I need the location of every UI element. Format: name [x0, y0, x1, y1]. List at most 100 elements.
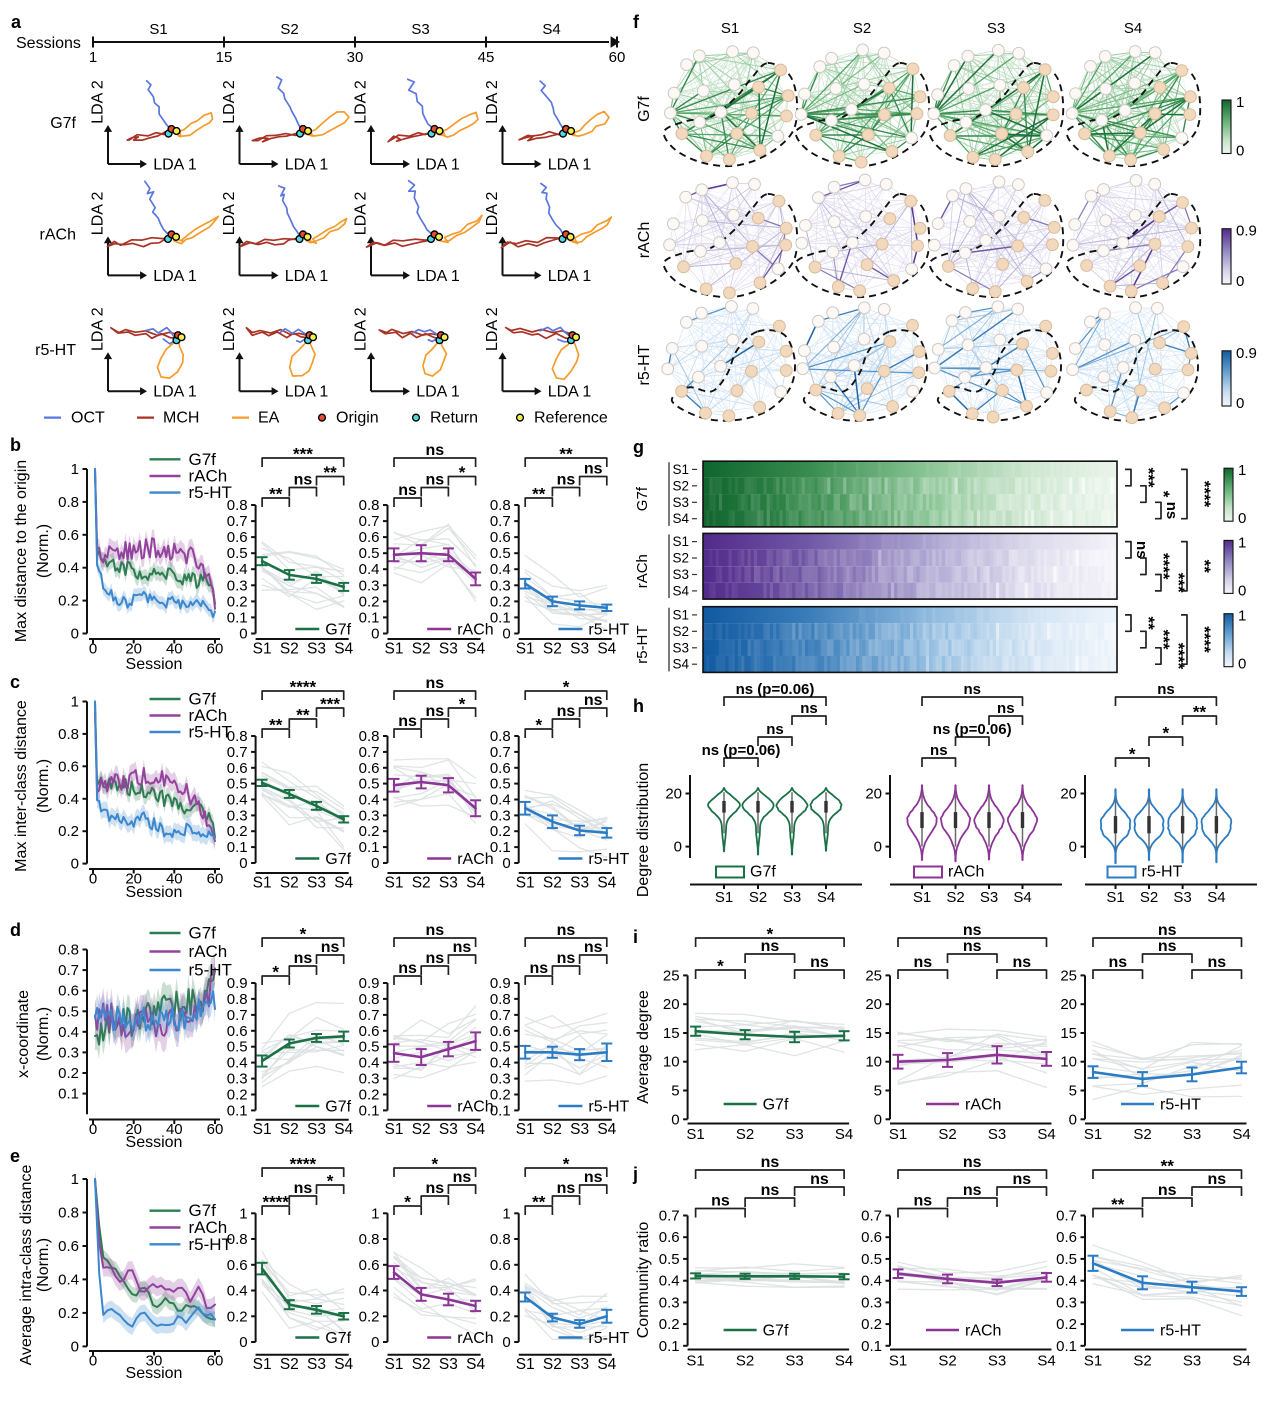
- svg-text:5: 5: [1069, 1083, 1077, 1100]
- svg-text:(Norm.): (Norm.): [35, 524, 52, 578]
- svg-text:S4: S4: [334, 1356, 353, 1373]
- svg-text:1: 1: [1238, 462, 1246, 479]
- svg-text:S2: S2: [543, 875, 562, 892]
- svg-text:0.4: 0.4: [227, 561, 248, 578]
- svg-text:S2: S2: [736, 1126, 754, 1143]
- svg-text:*: *: [431, 1155, 438, 1174]
- svg-text:ns: ns: [963, 681, 981, 698]
- svg-text:0.6: 0.6: [58, 527, 79, 544]
- svg-text:10: 10: [663, 1054, 680, 1071]
- svg-text:EA: EA: [258, 410, 280, 427]
- svg-text:0.2: 0.2: [58, 593, 79, 610]
- svg-text:1: 1: [89, 49, 97, 66]
- svg-text:S3: S3: [672, 495, 689, 510]
- svg-text:S2: S2: [280, 1121, 299, 1138]
- svg-text:S4: S4: [1037, 1126, 1055, 1143]
- svg-text:0.2: 0.2: [359, 1308, 380, 1325]
- svg-text:S4: S4: [1037, 1353, 1055, 1370]
- svg-text:S2: S2: [1133, 1126, 1151, 1143]
- svg-text:0.7: 0.7: [359, 513, 380, 530]
- svg-text:LDA 1: LDA 1: [548, 268, 592, 285]
- svg-text:0.9: 0.9: [490, 975, 511, 992]
- svg-text:0.8: 0.8: [227, 497, 248, 514]
- svg-text:ns: ns: [963, 922, 982, 939]
- svg-text:S2: S2: [853, 20, 871, 37]
- svg-text:0.1: 0.1: [1056, 1338, 1077, 1355]
- svg-text:S3: S3: [672, 640, 689, 655]
- svg-text:i: i: [633, 927, 638, 947]
- svg-text:d: d: [10, 920, 21, 940]
- svg-text:h: h: [633, 696, 644, 716]
- svg-text:ns: ns: [711, 1193, 730, 1210]
- svg-text:0.3: 0.3: [227, 1071, 248, 1088]
- svg-text:0.2: 0.2: [861, 1316, 882, 1333]
- svg-text:****: ****: [1169, 643, 1188, 670]
- svg-text:G7f: G7f: [189, 690, 217, 709]
- svg-text:0.3: 0.3: [1056, 1294, 1077, 1311]
- svg-text:0.3: 0.3: [227, 807, 248, 824]
- svg-text:0: 0: [1069, 1111, 1077, 1128]
- svg-text:**: **: [532, 485, 546, 504]
- svg-text:S4: S4: [817, 889, 835, 906]
- svg-text:S3: S3: [570, 1121, 589, 1138]
- svg-text:0.6: 0.6: [490, 760, 511, 777]
- svg-text:Session: Session: [126, 1365, 183, 1382]
- svg-text:0.2: 0.2: [58, 823, 79, 840]
- svg-text:0.6: 0.6: [58, 983, 79, 1000]
- svg-text:G7f: G7f: [763, 1097, 789, 1114]
- svg-text:30: 30: [146, 1353, 163, 1370]
- svg-text:e: e: [10, 1146, 20, 1166]
- svg-text:G7f: G7f: [189, 924, 217, 943]
- svg-text:S4: S4: [1124, 20, 1142, 37]
- svg-text:0.3: 0.3: [659, 1294, 680, 1311]
- svg-text:S4: S4: [466, 1356, 485, 1373]
- svg-text:0.4: 0.4: [359, 1283, 380, 1300]
- svg-text:S1: S1: [721, 20, 739, 37]
- svg-text:ns: ns: [425, 472, 444, 489]
- svg-text:G7f: G7f: [750, 864, 776, 881]
- svg-text:****: ****: [290, 1155, 317, 1174]
- svg-text:0: 0: [1236, 395, 1244, 412]
- svg-text:ns: ns: [913, 954, 932, 971]
- svg-text:S3: S3: [987, 20, 1005, 37]
- svg-text:20: 20: [1060, 786, 1077, 803]
- svg-text:0.7: 0.7: [1056, 1208, 1077, 1225]
- svg-text:0.2: 0.2: [359, 1087, 380, 1104]
- svg-text:rACh: rACh: [965, 1323, 1001, 1340]
- svg-text:S1: S1: [385, 641, 404, 658]
- svg-text:S4: S4: [597, 641, 616, 658]
- svg-text:0.9: 0.9: [359, 975, 380, 992]
- svg-text:r5-HT: r5-HT: [588, 851, 629, 868]
- svg-text:S4: S4: [835, 1353, 853, 1370]
- svg-text:0: 0: [874, 839, 882, 856]
- svg-text:0: 0: [1236, 143, 1244, 160]
- svg-text:60: 60: [207, 641, 224, 658]
- svg-text:LDA 2: LDA 2: [353, 80, 370, 124]
- svg-text:S2: S2: [946, 889, 964, 906]
- svg-text:1: 1: [239, 1205, 247, 1222]
- svg-text:rACh: rACh: [457, 1330, 493, 1347]
- svg-text:S1: S1: [1084, 1126, 1102, 1143]
- svg-text:0.6: 0.6: [490, 1023, 511, 1040]
- svg-text:ns: ns: [425, 1180, 444, 1197]
- svg-text:ns: ns: [425, 922, 444, 939]
- svg-text:S4: S4: [542, 21, 560, 38]
- svg-text:***: ***: [320, 695, 340, 714]
- svg-text:S1: S1: [913, 889, 931, 906]
- svg-text:0.8: 0.8: [58, 942, 79, 959]
- svg-text:LDA 2: LDA 2: [90, 80, 107, 124]
- svg-text:G7f: G7f: [763, 1323, 789, 1340]
- svg-text:ns: ns: [453, 1169, 472, 1186]
- svg-text:ns: ns: [557, 703, 576, 720]
- svg-text:1: 1: [1236, 94, 1244, 111]
- svg-text:S1: S1: [672, 607, 689, 622]
- svg-text:OCT: OCT: [71, 410, 105, 427]
- svg-text:0.2: 0.2: [490, 593, 511, 610]
- svg-text:S2: S2: [672, 478, 689, 493]
- svg-text:Return: Return: [430, 410, 478, 427]
- svg-text:*: *: [327, 1172, 334, 1191]
- svg-text:0.5: 0.5: [58, 1003, 79, 1020]
- svg-text:ns: ns: [529, 960, 548, 977]
- svg-text:r5-HT: r5-HT: [1160, 1323, 1201, 1340]
- svg-text:r5-HT: r5-HT: [189, 723, 232, 742]
